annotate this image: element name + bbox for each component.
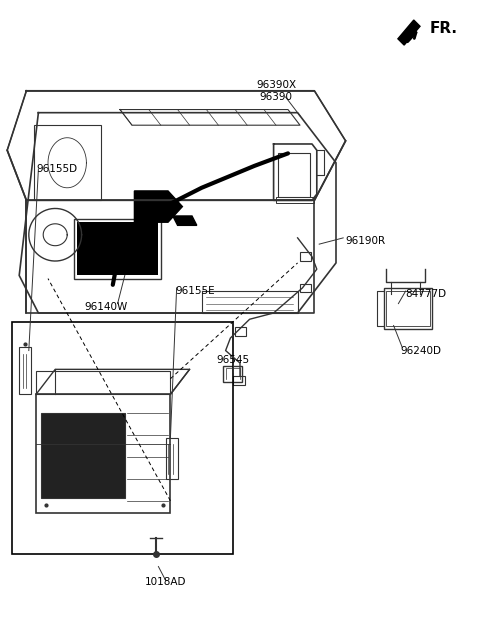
- Bar: [386, 291, 430, 326]
- Bar: [12, 322, 233, 554]
- Bar: [41, 413, 125, 498]
- Bar: [36, 371, 170, 394]
- Polygon shape: [398, 20, 420, 45]
- Bar: [300, 284, 311, 292]
- Text: 96140W: 96140W: [84, 302, 127, 312]
- Bar: [223, 366, 242, 382]
- Bar: [19, 347, 31, 394]
- Text: 84777D: 84777D: [406, 289, 447, 299]
- Bar: [166, 438, 178, 479]
- Text: 96190R: 96190R: [346, 236, 386, 246]
- Bar: [36, 394, 170, 513]
- Text: 96390X
96390: 96390X 96390: [256, 80, 296, 101]
- Bar: [384, 288, 432, 329]
- Text: FR.: FR.: [430, 21, 457, 36]
- Bar: [74, 219, 161, 279]
- Text: 96155E: 96155E: [175, 286, 215, 296]
- Bar: [278, 153, 310, 197]
- Text: 1018AD: 1018AD: [145, 577, 186, 587]
- Polygon shape: [134, 191, 182, 222]
- Bar: [235, 327, 246, 336]
- Text: 96155D: 96155D: [36, 164, 77, 174]
- Bar: [34, 125, 101, 200]
- Bar: [300, 252, 311, 261]
- Text: 96545: 96545: [216, 355, 250, 365]
- Polygon shape: [173, 216, 197, 225]
- Text: 96240D: 96240D: [401, 346, 442, 356]
- Bar: [233, 376, 245, 385]
- Bar: [276, 197, 314, 203]
- Bar: [77, 222, 158, 275]
